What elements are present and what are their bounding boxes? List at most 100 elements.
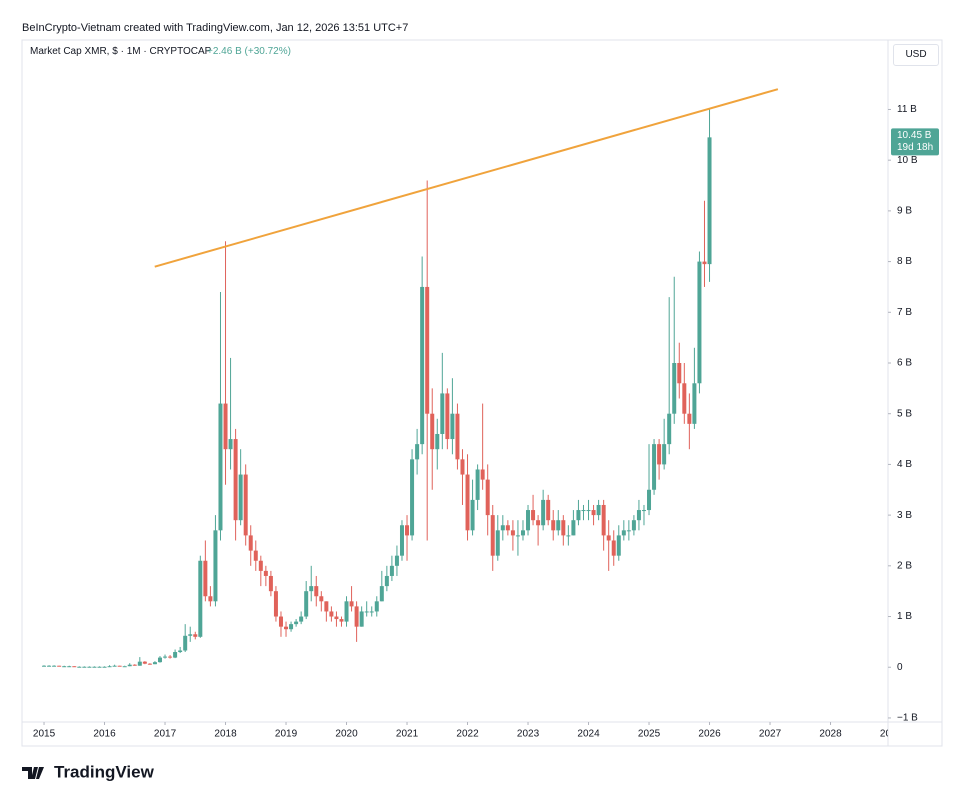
x-tick-label: 2024: [577, 729, 600, 740]
candle-body: [62, 666, 67, 668]
candle-body: [566, 535, 571, 537]
candle-body: [541, 499, 546, 526]
candle-body: [384, 575, 389, 587]
candle-body: [248, 535, 253, 551]
candle-body: [163, 656, 168, 658]
x-tick-label: 2023: [517, 729, 540, 740]
candle-body: [591, 510, 596, 516]
candle-body: [268, 575, 273, 592]
candle-body: [157, 657, 162, 663]
candle-body: [233, 439, 238, 521]
candle-body: [339, 619, 344, 622]
y-tick-label: 5 B: [897, 408, 912, 419]
candle-body: [455, 413, 460, 460]
candle-body: [480, 469, 485, 480]
candle-body: [425, 286, 430, 414]
candle-body: [243, 474, 248, 536]
candle-body: [117, 665, 122, 667]
candle-body: [127, 664, 132, 667]
candle-body: [692, 383, 697, 424]
candle-body: [263, 570, 268, 576]
candle-body: [132, 664, 137, 666]
countdown-label: 19d 18h: [897, 142, 933, 153]
candle-body: [57, 665, 62, 667]
candle-body: [450, 413, 455, 440]
candle-body: [399, 525, 404, 556]
candle-body: [677, 362, 682, 384]
candle-body: [369, 611, 374, 613]
candle-body: [662, 444, 667, 465]
trendline: [154, 88, 779, 268]
candle-body: [641, 510, 646, 512]
y-tick-label: 1 B: [897, 611, 912, 622]
candle-body: [551, 520, 556, 531]
x-tick-label: 2027: [759, 729, 782, 740]
candle-body: [470, 499, 475, 531]
y-tick-label: 2 B: [897, 560, 912, 571]
candle-body: [208, 596, 213, 602]
candle-body: [460, 459, 465, 475]
candle-body: [520, 530, 525, 536]
candle-body: [253, 550, 258, 561]
candle-body: [490, 515, 495, 556]
candle-body: [606, 535, 611, 541]
candle-body: [304, 591, 309, 617]
candle-body: [611, 540, 616, 556]
candle-body: [445, 393, 450, 440]
candle-body: [334, 616, 339, 620]
candle-body: [289, 624, 294, 630]
candle-body: [47, 665, 52, 667]
candle-body: [415, 444, 420, 460]
candle-body: [238, 474, 243, 521]
y-tick-label: 3 B: [897, 510, 912, 521]
candle-body: [193, 634, 198, 637]
candle-body: [561, 520, 566, 536]
y-tick-label: 9 B: [897, 206, 912, 217]
candle-body: [667, 413, 672, 445]
candle-body: [410, 459, 415, 536]
candle-body: [546, 499, 551, 521]
last-price-label: 10.45 B: [897, 130, 932, 141]
candle-body: [405, 525, 410, 536]
candle-body: [621, 530, 626, 536]
candle-body: [284, 626, 289, 630]
candle-body: [309, 586, 314, 592]
logo-text: TradingView: [54, 762, 155, 781]
candle-body: [495, 530, 500, 556]
candle-body: [349, 601, 354, 607]
candle-body: [420, 286, 425, 445]
candle-body: [374, 601, 379, 612]
candle-body: [72, 666, 77, 668]
candle-body: [531, 510, 536, 521]
candle-body: [394, 555, 399, 566]
candle-body: [687, 413, 692, 424]
candle-body: [273, 591, 278, 617]
y-tick-label: 11 B: [897, 104, 917, 115]
change-label: +2.46 B (+30.72%): [207, 46, 291, 57]
candle-body: [576, 510, 581, 521]
candle-body: [697, 261, 702, 384]
candle-body: [652, 444, 657, 490]
x-tick-label: 2019: [275, 729, 298, 740]
candle-body: [556, 520, 561, 531]
candle-body: [188, 634, 193, 636]
candle-body: [97, 666, 102, 668]
candle-body: [314, 586, 319, 597]
candle-body: [657, 444, 662, 465]
candle-body: [173, 652, 178, 658]
candle-body: [198, 560, 203, 637]
candle-body: [379, 586, 384, 602]
candle-body: [626, 530, 631, 532]
candle-body: [278, 616, 283, 627]
candle-body: [203, 560, 208, 597]
candle-body: [465, 474, 470, 531]
candle-body: [505, 525, 510, 531]
header: BeInCrypto-Vietnam created with TradingV…: [22, 22, 409, 34]
candle-body: [364, 611, 369, 613]
candle-body: [515, 535, 520, 537]
candle-body: [344, 601, 349, 622]
candle-body: [218, 403, 223, 531]
currency-button[interactable]: USD: [893, 44, 939, 66]
candle-body: [616, 535, 621, 556]
